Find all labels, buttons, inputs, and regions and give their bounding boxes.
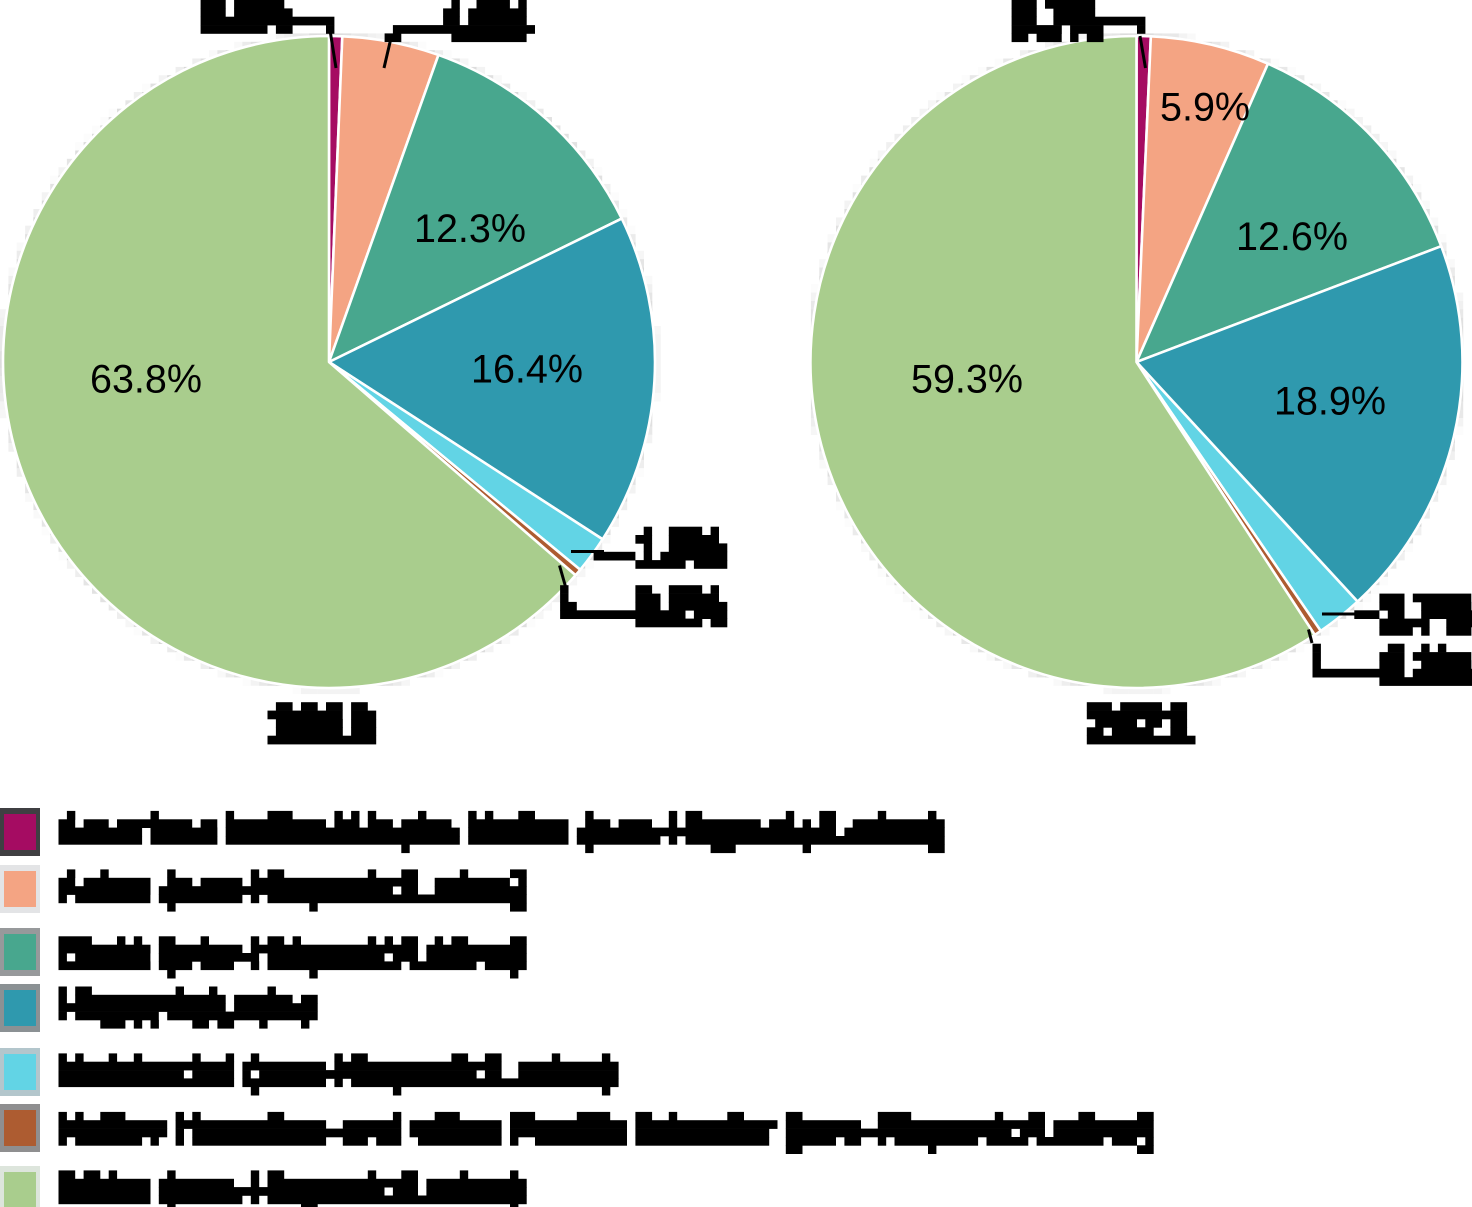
svg-text:12.6%: 12.6% bbox=[1236, 215, 1348, 259]
svg-text:12.3%: 12.3% bbox=[414, 207, 526, 251]
svg-text:5.9%: 5.9% bbox=[1160, 86, 1250, 130]
svg-text:16.4%: 16.4% bbox=[471, 348, 583, 392]
svg-text:18.9%: 18.9% bbox=[1274, 380, 1386, 424]
svg-text:63.8%: 63.8% bbox=[90, 357, 202, 401]
svg-text:59.3%: 59.3% bbox=[911, 358, 1023, 402]
